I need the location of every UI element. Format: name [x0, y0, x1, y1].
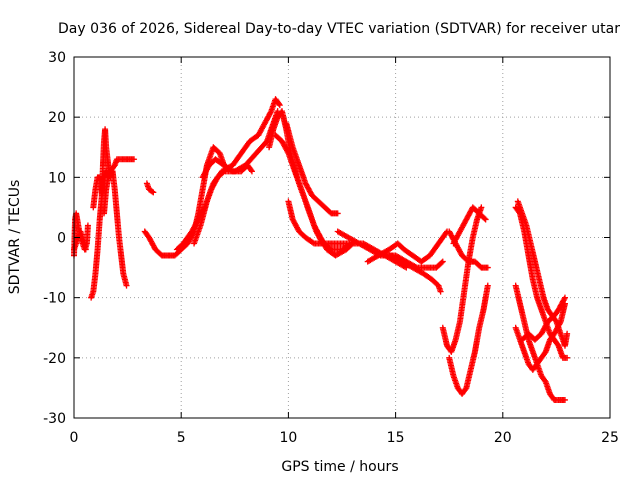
plus-marker — [478, 204, 485, 211]
plus-marker — [412, 263, 419, 270]
x-tick-label: 0 — [70, 430, 79, 446]
x-tick-label: 5 — [177, 430, 186, 446]
series-arc-22 — [446, 228, 491, 271]
plus-marker — [484, 282, 491, 289]
plus-marker — [334, 210, 341, 217]
plus-marker — [248, 167, 255, 174]
x-tick-label: 15 — [387, 430, 405, 446]
y-axis-ticks: 30 20 10 0 -10 -20 -30 — [43, 50, 610, 427]
series-arc-9 — [173, 108, 281, 253]
plus-marker — [439, 258, 446, 265]
plus-marker — [84, 222, 91, 229]
plus-marker — [149, 188, 156, 195]
series-arc-10 — [191, 96, 283, 247]
y-tick-label: -30 — [43, 411, 66, 427]
series-arc-16 — [334, 228, 444, 295]
plus-marker — [484, 264, 491, 271]
series-arc-7 — [143, 180, 157, 196]
y-axis-label: SDTVAR / TECUs — [7, 180, 23, 295]
series-arc-18 — [381, 252, 446, 271]
plus-marker — [248, 168, 255, 175]
plus-marker — [481, 215, 488, 222]
plus-marker — [437, 288, 444, 295]
x-tick-label: 20 — [494, 430, 512, 446]
plus-marker — [438, 259, 445, 266]
series-arc-4 — [90, 126, 114, 211]
x-tick-label: 10 — [279, 430, 297, 446]
y-tick-label: -20 — [43, 351, 66, 367]
plus-marker — [131, 156, 138, 163]
plus-marker — [275, 100, 282, 107]
x-axis-label: GPS time / hours — [281, 459, 398, 475]
plus-marker — [482, 216, 489, 223]
y-tick-label: 10 — [48, 170, 66, 186]
series-arc-14 — [283, 120, 341, 217]
series-arc-11 — [199, 156, 255, 181]
y-tick-label: 0 — [57, 231, 66, 247]
plus-marker — [82, 246, 89, 253]
y-tick-label: -10 — [43, 291, 66, 307]
grid-lines — [74, 57, 610, 418]
plus-marker — [284, 148, 291, 155]
plus-marker — [561, 294, 568, 301]
chart-title: Day 036 of 2026, Sidereal Day-to-day VTE… — [58, 21, 620, 37]
series-arc-5 — [101, 168, 130, 289]
plus-marker — [564, 354, 571, 361]
y-tick-label: 30 — [48, 50, 66, 66]
series-arc-27 — [519, 294, 568, 343]
data-marks — [71, 96, 571, 403]
series-arc-23 — [512, 282, 568, 403]
plus-marker — [267, 109, 274, 116]
plus-marker — [462, 386, 469, 393]
plus-marker — [564, 330, 571, 337]
plus-marker — [309, 239, 316, 246]
plus-marker — [150, 189, 157, 196]
plus-marker — [123, 282, 130, 289]
x-axis-ticks: 0 5 10 15 20 25 — [70, 57, 619, 446]
x-tick-label: 25 — [601, 430, 619, 446]
plus-marker — [276, 102, 283, 109]
plus-marker — [561, 296, 568, 303]
plus-marker — [561, 396, 568, 403]
y-tick-label: 20 — [48, 110, 66, 126]
series-arc-20 — [446, 282, 491, 397]
series-arc-21 — [450, 204, 489, 247]
series-arc-17 — [364, 228, 451, 265]
series-arc-6 — [107, 156, 138, 175]
series-arc-13 — [272, 132, 356, 259]
plus-marker — [228, 167, 235, 174]
series-arc-26 — [514, 198, 571, 349]
